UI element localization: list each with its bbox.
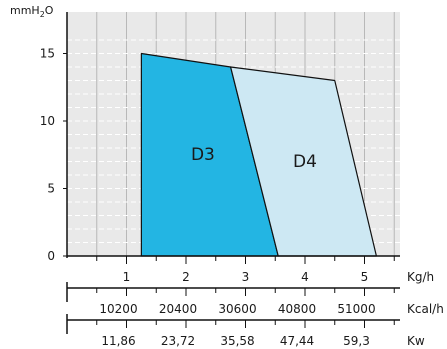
x-tick-label: 11,86 [101, 334, 135, 348]
x-tick-label: 23,72 [161, 334, 195, 348]
x-tick-label: 1 [123, 270, 131, 284]
x-tick-label: 51000 [337, 302, 375, 316]
x-tick-label: 10200 [99, 302, 137, 316]
x-tick-label: 40800 [278, 302, 316, 316]
y-tick-label: 0 [47, 249, 55, 263]
x-axis-unit-label: Kw [407, 334, 425, 348]
series-label-d4: D4 [293, 152, 317, 172]
y-tick-label: 15 [40, 47, 55, 61]
x-tick-label: 3 [242, 270, 250, 284]
x-tick-label: 59,3 [343, 334, 370, 348]
x-tick-label: 2 [182, 270, 190, 284]
series-label-d3: D3 [191, 145, 215, 165]
x-axis-unit-label: Kg/h [407, 270, 434, 284]
x-tick-label: 30600 [218, 302, 256, 316]
x-tick-label: 20400 [159, 302, 197, 316]
x-axis-unit-label: Kcal/h [407, 302, 444, 316]
y-tick-label: 5 [47, 182, 55, 196]
x-tick-label: 47,44 [280, 334, 314, 348]
x-tick-label: 35,58 [220, 334, 254, 348]
y-tick-label: 10 [40, 114, 55, 128]
x-tick-label: 5 [361, 270, 369, 284]
y-axis-unit-label: mmH2O [10, 4, 54, 20]
x-tick-label: 4 [301, 270, 309, 284]
